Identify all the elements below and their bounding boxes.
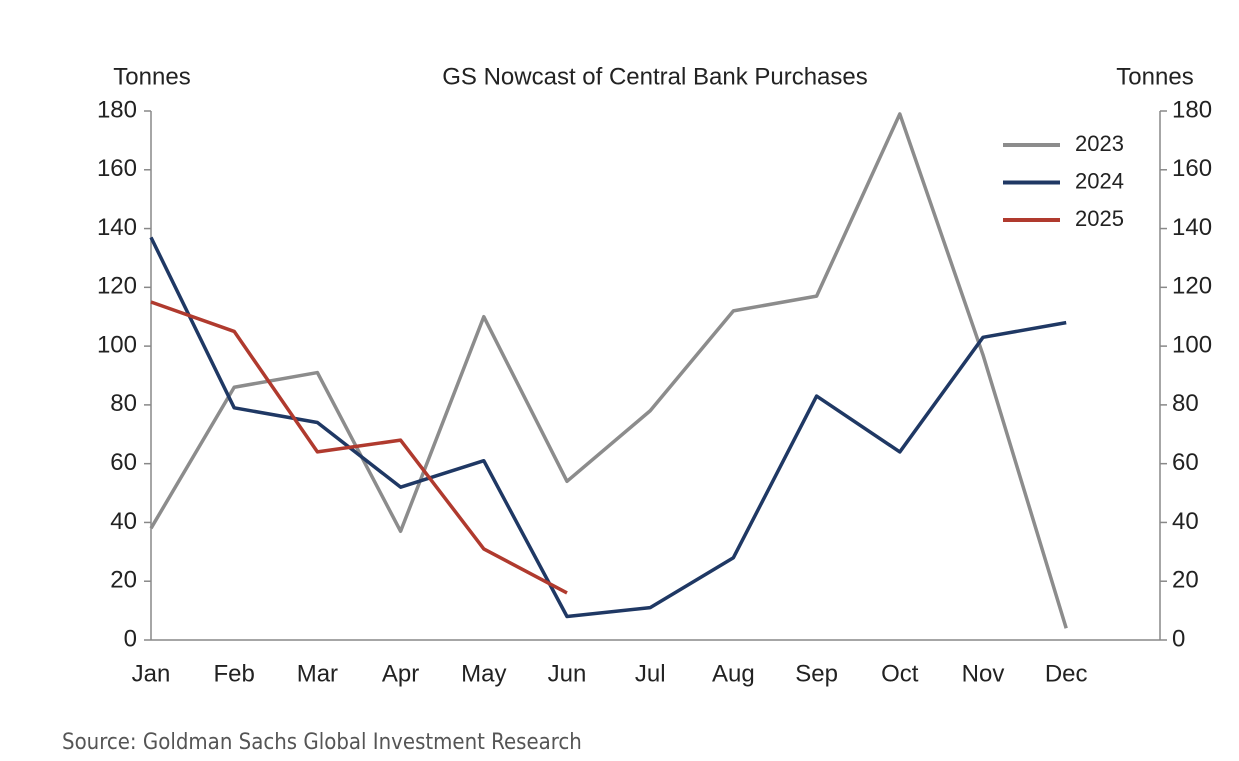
x-tick-label: May bbox=[461, 660, 506, 687]
x-tick-label: Jul bbox=[635, 660, 666, 687]
x-tick-label: Sep bbox=[795, 660, 838, 687]
y-tick-label: 20 bbox=[110, 567, 137, 594]
y2-tick-label: 100 bbox=[1172, 331, 1212, 358]
x-tick-label: Jun bbox=[548, 660, 587, 687]
y-tick-label: 140 bbox=[97, 214, 137, 241]
legend-label: 2023 bbox=[1075, 131, 1124, 156]
y2-tick-label: 160 bbox=[1172, 155, 1212, 182]
y-tick-label: 60 bbox=[110, 449, 137, 476]
legend-label: 2025 bbox=[1075, 206, 1124, 231]
x-tick-label: Aug bbox=[712, 660, 755, 687]
y-tick-label: 0 bbox=[124, 625, 137, 652]
y2-tick-label: 40 bbox=[1172, 508, 1199, 535]
y2-tick-label: 120 bbox=[1172, 273, 1212, 300]
x-tick-label: Nov bbox=[962, 660, 1005, 687]
x-tick-label: Apr bbox=[382, 660, 419, 687]
y-tick-label: 80 bbox=[110, 390, 137, 417]
y2-tick-label: 140 bbox=[1172, 214, 1212, 241]
x-tick-label: Mar bbox=[297, 660, 338, 687]
y-tick-label: 160 bbox=[97, 155, 137, 182]
y2-tick-label: 60 bbox=[1172, 449, 1199, 476]
y-tick-label: 100 bbox=[97, 331, 137, 358]
x-tick-label: Dec bbox=[1045, 660, 1088, 687]
x-tick-label: Jan bbox=[132, 660, 171, 687]
y-axis-label: Tonnes bbox=[113, 63, 190, 90]
y-tick-label: 120 bbox=[97, 273, 137, 300]
chart-title: GS Nowcast of Central Bank Purchases bbox=[442, 63, 868, 90]
source: Source: Goldman Sachs Global Investment … bbox=[62, 730, 582, 755]
line-series bbox=[149, 236, 1067, 619]
x-tick-label: Feb bbox=[214, 660, 255, 687]
y2-axis-label: Tonnes bbox=[1116, 63, 1193, 90]
y2-tick-label: 0 bbox=[1172, 625, 1185, 652]
y2-tick-label: 20 bbox=[1172, 567, 1199, 594]
legend-label: 2024 bbox=[1075, 168, 1124, 193]
line-series bbox=[150, 300, 568, 595]
y2-tick-label: 80 bbox=[1172, 390, 1199, 417]
y-tick-label: 40 bbox=[110, 508, 137, 535]
y2-tick-label: 180 bbox=[1172, 96, 1212, 123]
line-series bbox=[149, 112, 1068, 629]
x-tick-label: Oct bbox=[881, 660, 919, 687]
y-tick-label: 180 bbox=[97, 96, 137, 123]
